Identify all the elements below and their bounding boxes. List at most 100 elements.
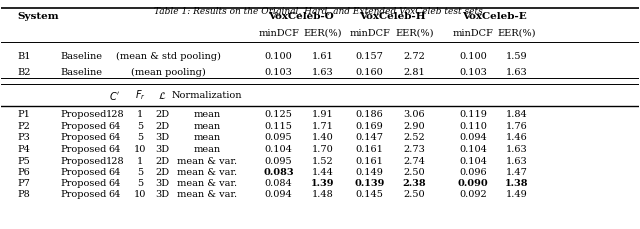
Text: P4: P4: [17, 145, 30, 154]
Text: Proposed: Proposed: [61, 122, 107, 131]
Text: Proposed: Proposed: [61, 179, 107, 188]
Text: 10: 10: [134, 145, 147, 154]
Text: EER(%): EER(%): [303, 29, 342, 38]
Text: Proposed: Proposed: [61, 145, 107, 154]
Text: 2.74: 2.74: [403, 157, 425, 166]
Text: 0.147: 0.147: [356, 134, 384, 142]
Text: 0.186: 0.186: [356, 110, 383, 119]
Text: 1.63: 1.63: [506, 157, 527, 166]
Text: 1.46: 1.46: [506, 134, 527, 142]
Text: 1.70: 1.70: [312, 145, 333, 154]
Text: 0.104: 0.104: [265, 145, 292, 154]
Text: Proposed: Proposed: [61, 190, 107, 199]
Text: 1.63: 1.63: [506, 145, 527, 154]
Text: 0.103: 0.103: [265, 68, 292, 77]
Text: 1.39: 1.39: [311, 179, 334, 188]
Text: 2.90: 2.90: [403, 122, 425, 131]
Text: mean: mean: [194, 122, 221, 131]
Text: 2D: 2D: [156, 122, 170, 131]
Text: 3D: 3D: [156, 190, 170, 199]
Text: Proposed: Proposed: [61, 168, 107, 177]
Text: mean: mean: [194, 110, 221, 119]
Text: 2D: 2D: [156, 110, 170, 119]
Text: 0.095: 0.095: [265, 157, 292, 166]
Text: 3D: 3D: [156, 179, 170, 188]
Text: 64: 64: [109, 190, 121, 199]
Text: 2.72: 2.72: [403, 52, 425, 61]
Text: VoxCeleb-O: VoxCeleb-O: [268, 13, 333, 22]
Text: mean: mean: [194, 134, 221, 142]
Text: 2.38: 2.38: [403, 179, 426, 188]
Text: mean & var.: mean & var.: [177, 168, 237, 177]
Text: 0.149: 0.149: [356, 168, 383, 177]
Text: 1.76: 1.76: [506, 122, 527, 131]
Text: EER(%): EER(%): [497, 29, 536, 38]
Text: $\mathcal{L}$: $\mathcal{L}$: [159, 90, 167, 101]
Text: VoxCeleb-H: VoxCeleb-H: [358, 13, 426, 22]
Text: 1.63: 1.63: [312, 68, 333, 77]
Text: P5: P5: [17, 157, 30, 166]
Text: 3D: 3D: [156, 145, 170, 154]
Text: 1.49: 1.49: [506, 190, 527, 199]
Text: 1.47: 1.47: [506, 168, 527, 177]
Text: 0.094: 0.094: [265, 190, 292, 199]
Text: 5: 5: [137, 168, 143, 177]
Text: 0.169: 0.169: [356, 122, 383, 131]
Text: EER(%): EER(%): [395, 29, 433, 38]
Text: minDCF: minDCF: [452, 29, 493, 38]
Text: 128: 128: [106, 110, 124, 119]
Text: 1.52: 1.52: [312, 157, 333, 166]
Text: Proposed: Proposed: [61, 110, 107, 119]
Text: 0.104: 0.104: [459, 145, 487, 154]
Text: (mean & std pooling): (mean & std pooling): [116, 52, 221, 61]
Text: 1: 1: [137, 110, 143, 119]
Text: 2D: 2D: [156, 157, 170, 166]
Text: 64: 64: [109, 122, 121, 131]
Text: $C'$: $C'$: [109, 90, 120, 102]
Text: 5: 5: [137, 179, 143, 188]
Text: 3.06: 3.06: [403, 110, 425, 119]
Text: 0.125: 0.125: [265, 110, 292, 119]
Text: 1: 1: [137, 157, 143, 166]
Text: 0.094: 0.094: [459, 134, 487, 142]
Text: mean & var.: mean & var.: [177, 157, 237, 166]
Text: 2.52: 2.52: [403, 134, 425, 142]
Text: P7: P7: [17, 179, 30, 188]
Text: 0.090: 0.090: [458, 179, 488, 188]
Text: 64: 64: [109, 179, 121, 188]
Text: 0.084: 0.084: [265, 179, 292, 188]
Text: 0.160: 0.160: [356, 68, 383, 77]
Text: 1.63: 1.63: [506, 68, 527, 77]
Text: 0.083: 0.083: [263, 168, 294, 177]
Text: 0.095: 0.095: [265, 134, 292, 142]
Text: 3D: 3D: [156, 134, 170, 142]
Text: Proposed: Proposed: [61, 157, 107, 166]
Text: 64: 64: [109, 134, 121, 142]
Text: 1.91: 1.91: [312, 110, 333, 119]
Text: 1.40: 1.40: [312, 134, 333, 142]
Text: 1.38: 1.38: [504, 179, 528, 188]
Text: 0.110: 0.110: [459, 122, 487, 131]
Text: mean: mean: [194, 145, 221, 154]
Text: 128: 128: [106, 157, 124, 166]
Text: 10: 10: [134, 190, 147, 199]
Text: 0.161: 0.161: [356, 157, 383, 166]
Text: 1.61: 1.61: [312, 52, 333, 61]
Text: 2D: 2D: [156, 168, 170, 177]
Text: 5: 5: [137, 122, 143, 131]
Text: 0.145: 0.145: [356, 190, 383, 199]
Text: minDCF: minDCF: [349, 29, 390, 38]
Text: P1: P1: [17, 110, 30, 119]
Text: Table 1: Results on the Original, Hard, and Extended VoxCeleb test sets.: Table 1: Results on the Original, Hard, …: [154, 7, 486, 16]
Text: minDCF: minDCF: [258, 29, 299, 38]
Text: P8: P8: [17, 190, 30, 199]
Text: 0.096: 0.096: [459, 168, 487, 177]
Text: 2.81: 2.81: [403, 68, 425, 77]
Text: 0.104: 0.104: [459, 157, 487, 166]
Text: P3: P3: [17, 134, 30, 142]
Text: B1: B1: [17, 52, 31, 61]
Text: 0.100: 0.100: [265, 52, 292, 61]
Text: VoxCeleb-E: VoxCeleb-E: [462, 13, 527, 22]
Text: 5: 5: [137, 134, 143, 142]
Text: 2.50: 2.50: [403, 190, 425, 199]
